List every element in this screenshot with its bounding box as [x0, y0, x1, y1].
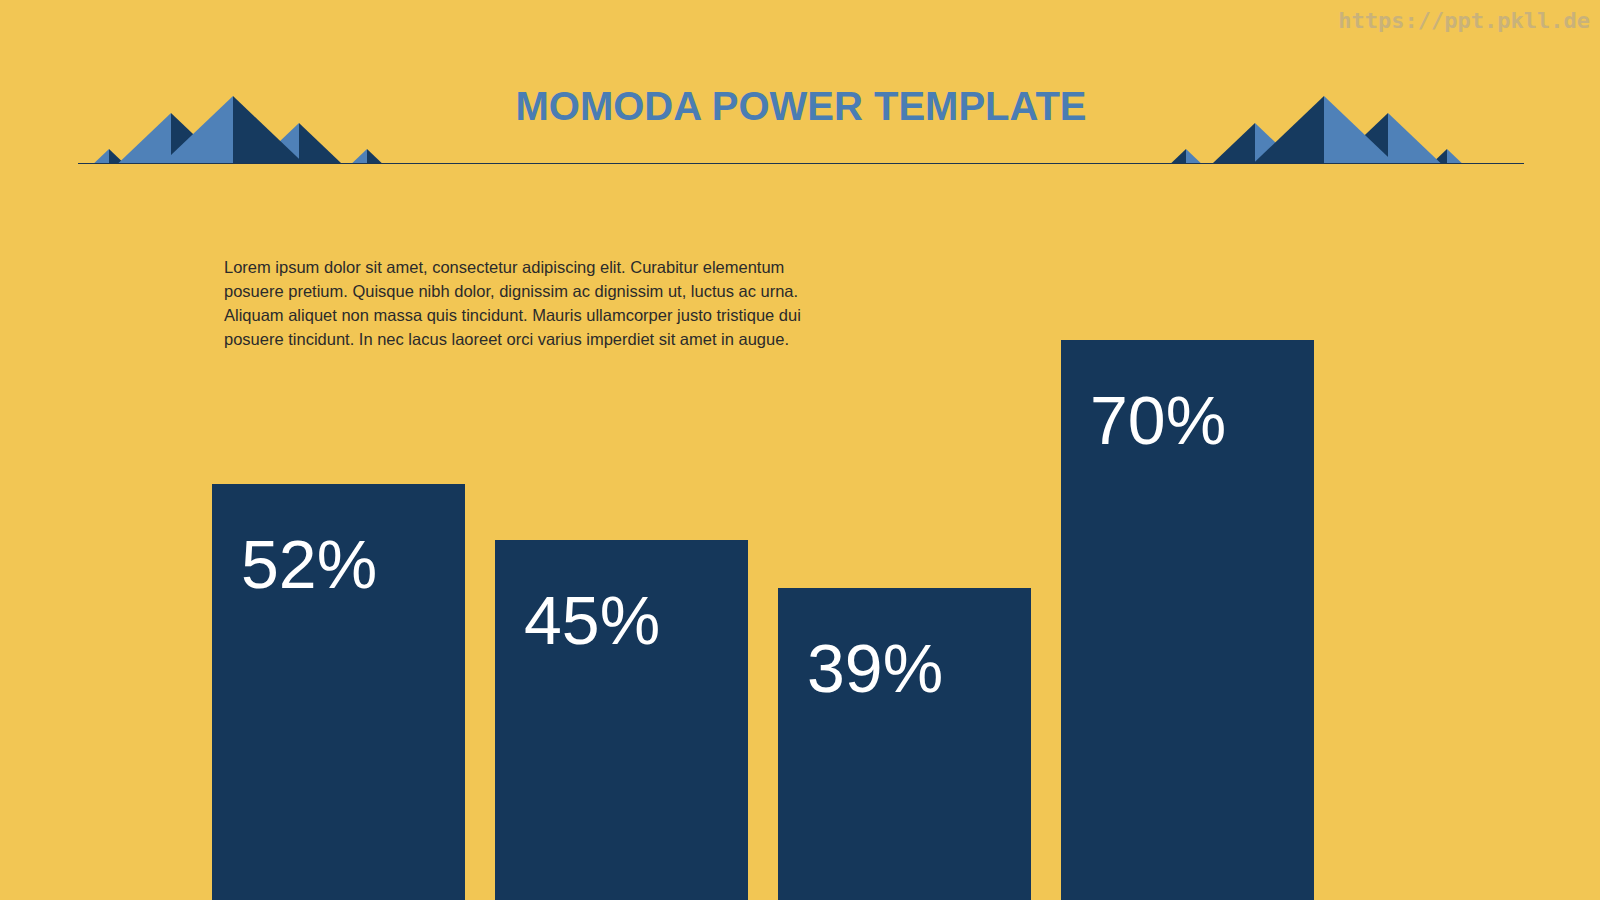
mountain [352, 149, 381, 163]
body-text: Aliquam aliquet non massa quis tincidunt… [224, 306, 801, 324]
body-text: Lorem ipsum dolor sit amet, consectetur … [224, 258, 784, 276]
mountain [94, 149, 123, 163]
bar [778, 588, 1031, 900]
mountain [1171, 149, 1200, 163]
body-text: posuere pretium. Quisque nibh dolor, dig… [224, 282, 798, 300]
bar [1061, 340, 1314, 900]
slide: https://ppt.pkll.de MOMODA POWER TEMPLATE… [0, 0, 1600, 900]
bar [212, 484, 465, 900]
bar [495, 540, 748, 900]
mountain [1254, 96, 1395, 163]
data-label: 39% [807, 630, 943, 706]
data-label: 70% [1090, 382, 1226, 458]
body-text: posuere tincidunt. In nec lacus laoreet … [224, 330, 789, 348]
slide-canvas: https://ppt.pkll.de MOMODA POWER TEMPLATE… [0, 0, 1600, 900]
background [0, 0, 1600, 900]
data-label: 45% [524, 582, 660, 658]
header-rule [78, 163, 1524, 164]
data-label: 52% [241, 526, 377, 602]
data-labels: 52% 45% 39% 70% [241, 382, 1226, 706]
title: MOMODA POWER TEMPLATE [515, 84, 1086, 128]
bars [212, 340, 1314, 900]
mountain [163, 96, 304, 163]
watermark: https://ppt.pkll.de [1338, 8, 1590, 33]
